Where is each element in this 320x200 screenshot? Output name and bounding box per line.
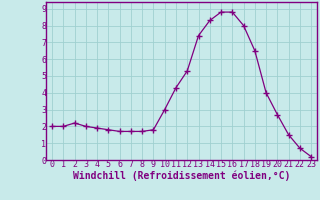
X-axis label: Windchill (Refroidissement éolien,°C): Windchill (Refroidissement éolien,°C) (73, 170, 290, 181)
